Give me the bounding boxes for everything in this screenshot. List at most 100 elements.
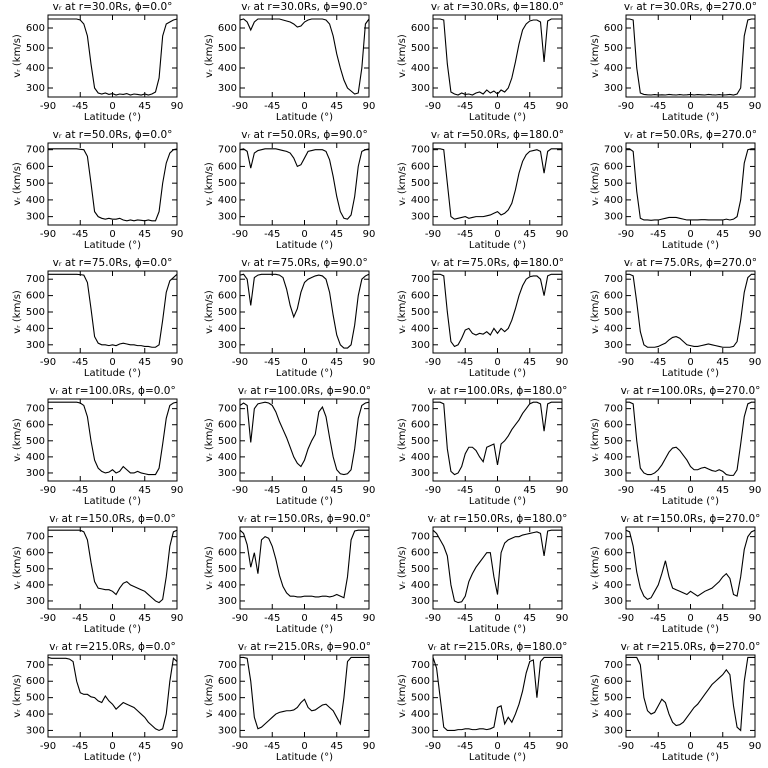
y-tick-label: 700 — [218, 660, 237, 671]
y-axis-label: vᵣ (km/s) — [397, 418, 408, 462]
x-tick-label: 45 — [523, 613, 536, 624]
y-tick-label: 600 — [411, 548, 430, 559]
x-axis-label: Latitude (°) — [469, 624, 526, 635]
plot-frame — [432, 14, 563, 98]
x-axis-label: Latitude (°) — [469, 240, 526, 251]
y-tick-label: 600 — [604, 548, 623, 559]
panel: vᵣ at r=30.0Rs, ϕ=90.0° -90 -45 0 45 90 300 400… — [204, 1, 375, 123]
y-axis-label: vᵣ (km/s) — [12, 34, 23, 78]
x-tick-label: 90 — [363, 101, 376, 112]
y-axis-label: vᵣ (km/s) — [590, 162, 601, 206]
x-tick-label: 0 — [494, 485, 500, 496]
x-axis-label: Latitude (°) — [662, 624, 719, 635]
y-tick-label: 600 — [218, 161, 237, 172]
x-axis-label: Latitude (°) — [276, 496, 333, 507]
y-tick-label: 300 — [604, 468, 623, 479]
x-axis-label: Latitude (°) — [84, 368, 141, 379]
x-tick-label: -45 — [457, 741, 473, 752]
x-axis-label: Latitude (°) — [469, 112, 526, 123]
y-tick-label: 600 — [218, 420, 237, 431]
y-axis-label: vᵣ (km/s) — [204, 418, 215, 462]
plot-frame — [625, 654, 756, 738]
y-tick-label: 600 — [411, 420, 430, 431]
x-tick-label: 45 — [716, 613, 729, 624]
y-tick-label: 300 — [218, 725, 237, 736]
y-tick-label: 500 — [411, 436, 430, 447]
velocity-curve — [240, 656, 369, 730]
x-tick-label: 0 — [494, 101, 500, 112]
x-tick-label: 90 — [171, 101, 184, 112]
panel-title: vᵣ at r=30.0Rs, ϕ=180.0° — [431, 1, 564, 13]
y-tick-label: 400 — [26, 323, 45, 334]
plot-frame — [239, 398, 370, 482]
x-tick-label: 90 — [171, 229, 184, 240]
y-tick-label: 500 — [604, 43, 623, 54]
y-axis-label: vᵣ (km/s) — [590, 418, 601, 462]
y-tick-label: 700 — [604, 145, 623, 156]
y-axis-label: vᵣ (km/s) — [204, 34, 215, 78]
y-tick-label: 500 — [604, 178, 623, 189]
panel-title: vᵣ at r=30.0Rs, ϕ=0.0° — [53, 1, 173, 13]
x-tick-label: -90 — [425, 741, 441, 752]
x-tick-label: 45 — [523, 485, 536, 496]
y-tick-label: 600 — [26, 161, 45, 172]
x-axis-label: Latitude (°) — [276, 752, 333, 763]
velocity-curve — [626, 656, 755, 732]
y-tick-label: 600 — [26, 548, 45, 559]
x-tick-label: 45 — [716, 357, 729, 368]
x-tick-label: 90 — [363, 357, 376, 368]
y-tick-label: 400 — [411, 195, 430, 206]
panel: vᵣ at r=75.0Rs, ϕ=180.0° -90 -45 0 45 90 300 40… — [397, 257, 568, 379]
y-tick-label: 400 — [604, 452, 623, 463]
y-tick-label: 500 — [604, 436, 623, 447]
panel: vᵣ at r=50.0Rs, ϕ=270.0° -90 -45 0 45 90 300 40… — [590, 129, 761, 251]
x-tick-label: 0 — [109, 229, 115, 240]
y-tick-label: 400 — [604, 195, 623, 206]
x-tick-label: -90 — [40, 101, 56, 112]
x-axis-label: Latitude (°) — [662, 112, 719, 123]
plot-frame — [432, 270, 563, 354]
panel-title: vᵣ at r=50.0Rs, ϕ=0.0° — [53, 129, 173, 141]
x-axis-label: Latitude (°) — [276, 112, 333, 123]
y-axis-label: vᵣ (km/s) — [204, 162, 215, 206]
x-tick-label: -45 — [650, 229, 666, 240]
x-tick-label: 90 — [749, 357, 762, 368]
x-tick-label: 90 — [556, 613, 569, 624]
x-tick-label: 0 — [687, 485, 693, 496]
x-tick-label: 45 — [523, 229, 536, 240]
y-tick-label: 500 — [218, 693, 237, 704]
x-tick-label: -90 — [618, 485, 634, 496]
x-tick-label: 45 — [138, 741, 151, 752]
y-axis-label: vᵣ (km/s) — [12, 546, 23, 590]
x-tick-label: 0 — [687, 613, 693, 624]
x-tick-label: -45 — [72, 485, 88, 496]
x-tick-label: -90 — [232, 485, 248, 496]
y-axis-label: vᵣ (km/s) — [12, 674, 23, 718]
x-tick-label: -45 — [457, 101, 473, 112]
y-tick-label: 400 — [411, 323, 430, 334]
x-tick-label: 0 — [109, 357, 115, 368]
x-tick-label: -90 — [40, 357, 56, 368]
y-tick-label: 700 — [604, 404, 623, 415]
y-axis-label: vᵣ (km/s) — [397, 674, 408, 718]
x-axis-label: Latitude (°) — [84, 496, 141, 507]
y-tick-label: 500 — [26, 564, 45, 575]
y-tick-label: 500 — [218, 43, 237, 54]
panel: vᵣ at r=75.0Rs, ϕ=270.0° -90 -45 0 45 90 300 40… — [590, 257, 761, 379]
velocity-curve — [433, 18, 562, 96]
y-tick-label: 600 — [411, 23, 430, 34]
x-tick-label: 45 — [138, 613, 151, 624]
y-tick-label: 500 — [604, 564, 623, 575]
panel-title: vᵣ at r=75.0Rs, ϕ=90.0° — [241, 257, 367, 269]
x-tick-label: 90 — [171, 741, 184, 752]
y-tick-label: 400 — [26, 195, 45, 206]
x-tick-label: -45 — [72, 101, 88, 112]
x-axis-label: Latitude (°) — [84, 752, 141, 763]
y-tick-label: 700 — [218, 274, 237, 285]
y-tick-label: 300 — [218, 212, 237, 223]
panel: vᵣ at r=100.0Rs, ϕ=90.0° -90 -45 0 45 90 300 40… — [204, 385, 375, 507]
x-tick-label: -45 — [72, 613, 88, 624]
y-tick-label: 500 — [26, 43, 45, 54]
panel: vᵣ at r=215.0Rs, ϕ=90.0° -90 -45 0 45 90 300 40… — [204, 641, 375, 763]
y-tick-label: 700 — [26, 404, 45, 415]
